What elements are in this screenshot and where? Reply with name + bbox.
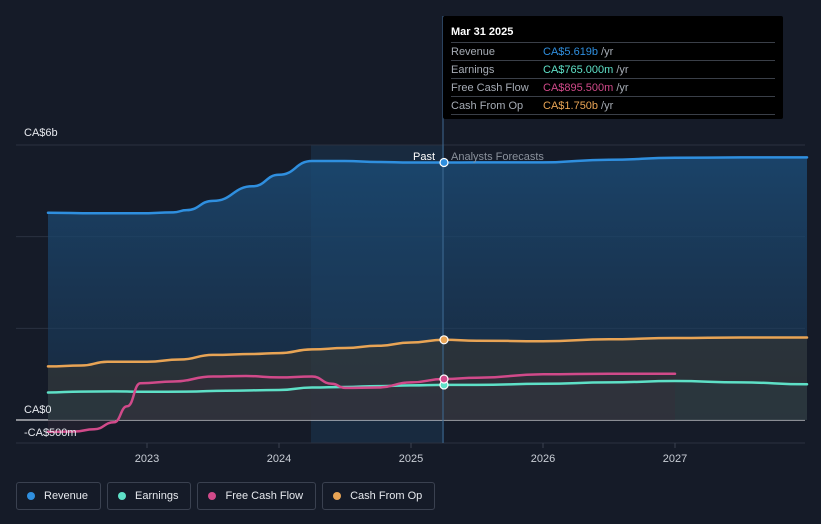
y-tick-bottom: -CA$500m xyxy=(24,427,77,439)
dot-cash-from-op xyxy=(439,335,449,345)
dot-revenue xyxy=(439,157,449,168)
tooltip-unit: /yr xyxy=(601,45,614,58)
tooltip-label: Cash From Op xyxy=(451,99,524,112)
legend-label: Earnings xyxy=(135,490,179,502)
tooltip-label: Revenue xyxy=(451,45,496,58)
tooltip-row-cash-from-op: Cash From Op CA$1.750b /yr xyxy=(451,96,775,115)
x-axis: 2023 2024 2025 2026 2027 xyxy=(135,443,687,465)
tooltip-value: CA$5.619b xyxy=(543,45,599,58)
area-free-cash-flow xyxy=(48,373,675,432)
tooltip-label: Earnings xyxy=(451,63,495,76)
tooltip-value: CA$895.500m xyxy=(543,81,614,94)
series-lines xyxy=(46,156,809,434)
line-cash-from-op xyxy=(46,336,809,368)
legend-dot-icon xyxy=(333,492,342,500)
tooltip-row-revenue: Revenue CA$5.619b /yr xyxy=(451,42,775,60)
legend-item-revenue[interactable]: Revenue xyxy=(16,482,102,510)
legend-dot-icon xyxy=(27,492,35,500)
dot-free-cash-flow xyxy=(439,374,449,384)
legend-dot-icon xyxy=(208,492,217,500)
tooltip-row-earnings: Earnings CA$765.000m /yr xyxy=(451,60,775,78)
series-areas xyxy=(48,157,807,432)
line-revenue xyxy=(46,156,809,215)
y-tick-zero: CA$0 xyxy=(24,404,52,416)
legend-label: Free Cash Flow xyxy=(225,490,304,502)
tooltip-value: CA$765.000m xyxy=(543,63,614,76)
tooltip-row-free-cash-flow: Free Cash Flow CA$895.500m /yr xyxy=(451,78,775,96)
line-earnings xyxy=(46,379,809,394)
highlight-dots xyxy=(439,157,449,390)
tooltip-date: Mar 31 2025 xyxy=(451,26,514,38)
x-tick-label: 2023 xyxy=(135,453,159,465)
legend-item-earnings[interactable]: Earnings xyxy=(107,482,192,510)
tooltip-unit: /yr xyxy=(616,81,629,94)
legend-label: Cash From Op xyxy=(350,490,423,502)
legend-label: Revenue xyxy=(44,490,89,502)
x-tick-label: 2025 xyxy=(399,453,423,465)
tooltip-label: Free Cash Flow xyxy=(451,81,529,94)
tooltip-value: CA$1.750b xyxy=(543,99,599,112)
x-tick-label: 2026 xyxy=(531,453,555,465)
line-free-cash-flow xyxy=(46,372,677,434)
y-tick-top: CA$6b xyxy=(24,127,58,139)
legend-dot-icon xyxy=(118,492,127,500)
legend: Revenue Earnings Free Cash Flow Cash Fro… xyxy=(16,482,436,510)
tooltip-unit: /yr xyxy=(601,99,614,112)
legend-item-cash-from-op[interactable]: Cash From Op xyxy=(322,482,436,510)
x-tick-label: 2027 xyxy=(663,453,687,465)
past-label: Past xyxy=(413,151,435,163)
tooltip-unit: /yr xyxy=(616,63,629,76)
legend-item-free-cash-flow[interactable]: Free Cash Flow xyxy=(197,482,317,510)
x-tick-label: 2024 xyxy=(267,453,291,465)
tooltip: Mar 31 2025 Revenue CA$5.619b /yr Earnin… xyxy=(443,16,783,119)
forecast-label: Analysts Forecasts xyxy=(451,151,544,163)
